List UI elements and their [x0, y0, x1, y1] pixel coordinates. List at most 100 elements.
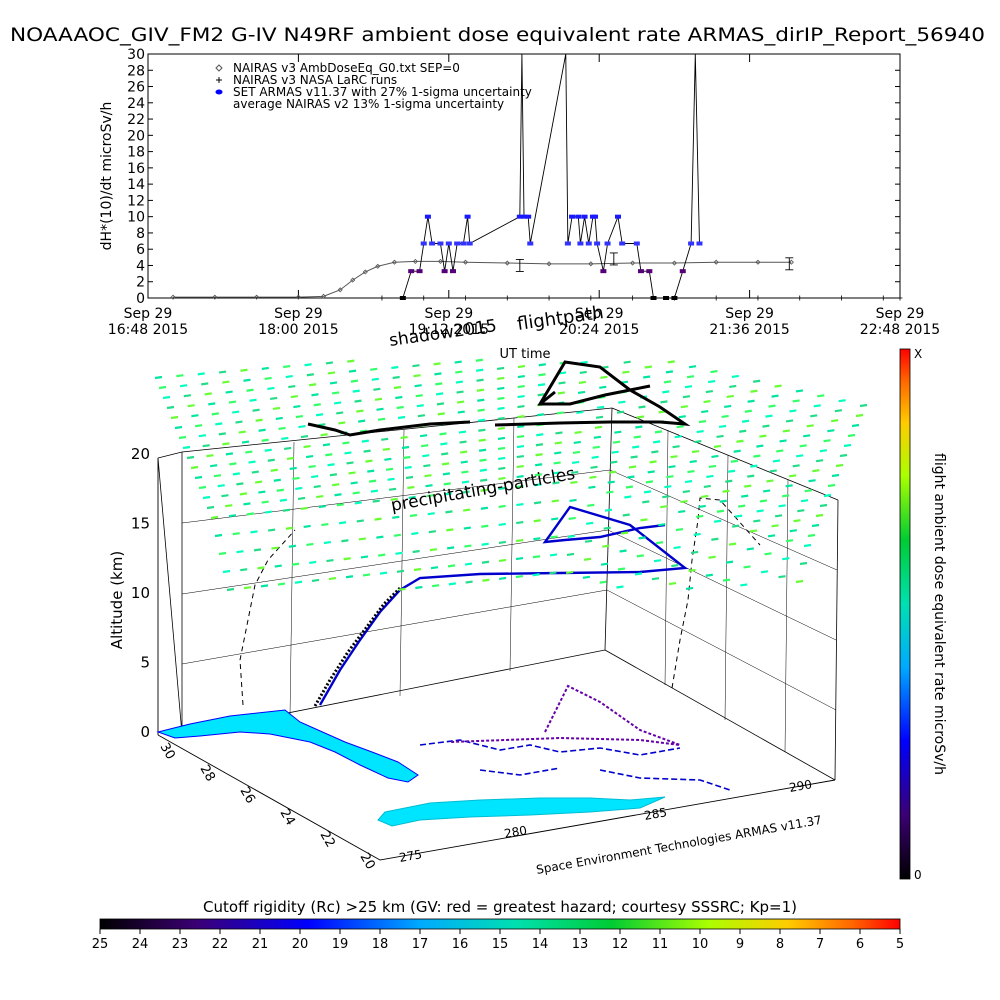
dose-colorbar-gradient	[899, 348, 911, 880]
series-point	[424, 214, 431, 219]
rigidity-dash	[343, 557, 351, 561]
x-tick-label: Sep 29	[876, 306, 925, 322]
rigidity-dash	[596, 405, 605, 409]
rigidity-dash	[835, 463, 844, 468]
longitude-tick-label: 290	[788, 777, 813, 795]
rigidity-dash	[636, 554, 644, 558]
series-point	[546, 261, 552, 267]
rigidity-dash	[630, 455, 638, 459]
series-point	[504, 260, 510, 266]
rigidity-dash	[455, 370, 463, 374]
series-point	[630, 260, 636, 266]
latitude-tick-label: 22	[317, 829, 338, 851]
rigidity-dash	[498, 540, 507, 544]
rigidity-dash	[497, 446, 506, 450]
rigidity-dash	[497, 426, 505, 430]
series-point	[464, 214, 471, 219]
rigidity-dash	[166, 405, 175, 410]
rigidity-dash	[313, 485, 321, 489]
rigidity-dash	[580, 360, 588, 365]
rigidity-dash	[591, 455, 599, 459]
rigidity-dash	[756, 444, 764, 448]
rigidity-dash	[600, 562, 609, 566]
rigidity-dash	[682, 489, 690, 494]
rigidity-dash	[356, 519, 364, 523]
rigidity-dash	[446, 546, 455, 550]
rigidity-dash	[847, 433, 856, 438]
rigidity-dash	[769, 469, 777, 473]
rigidity-dash	[415, 394, 423, 398]
rigidity-dash	[210, 464, 218, 468]
error-bar	[609, 252, 618, 266]
rigidity-dash	[496, 366, 505, 370]
rigidity-dash	[204, 392, 212, 396]
rigidity-dash	[232, 472, 241, 476]
rigidity-dash	[225, 390, 233, 394]
rigidity-dash	[481, 560, 490, 564]
legend-marker	[216, 77, 222, 83]
series-point	[462, 259, 469, 265]
rigidity-dash	[297, 496, 306, 500]
florida-landmass	[156, 709, 419, 783]
rigidity-dash	[815, 459, 824, 463]
rigidity-dash	[315, 413, 324, 417]
rigidity-dash	[774, 384, 782, 388]
rigidity-dash	[859, 403, 868, 408]
rigidity-dash	[497, 456, 506, 460]
plot-frame	[147, 53, 901, 299]
rigidity-dash	[664, 485, 672, 489]
rigidity-dash	[308, 465, 316, 469]
series-point	[679, 269, 686, 274]
rigidity-dash	[274, 564, 282, 568]
rigidity-dash	[703, 484, 711, 488]
rigidity-dash	[534, 483, 542, 487]
rigidity-dash	[249, 398, 257, 402]
rigidity-dash	[457, 410, 465, 414]
rigidity-dash	[608, 470, 617, 474]
y-tick-label: 12	[127, 193, 145, 209]
rigidity-dash	[612, 440, 621, 444]
rigidity-dash	[413, 567, 422, 572]
rigidity-dash	[776, 449, 784, 453]
rigidity-dash	[682, 395, 691, 399]
rigidity-dash	[392, 375, 400, 380]
rigidity-dash	[694, 439, 702, 444]
rigidity-dash	[651, 577, 660, 581]
rigidity-dash	[498, 486, 506, 490]
rigidity-dash	[326, 559, 334, 563]
rigidity-dash	[352, 491, 360, 495]
rigidity-dash	[323, 541, 332, 545]
rigidity-dash	[300, 435, 309, 439]
rigidity-dash	[213, 474, 222, 478]
cutoff-tick-label: 11	[652, 937, 669, 952]
rigidity-dash	[571, 470, 579, 475]
rigidity-dash	[475, 358, 483, 362]
rigidity-dash	[616, 585, 624, 589]
rigidity-dash	[698, 504, 706, 508]
rigidity-dash	[179, 384, 188, 388]
y-tick-label: 28	[127, 63, 145, 79]
dose-colorbar-bottom-label: 0	[914, 868, 922, 882]
rigidity-dash	[379, 571, 388, 575]
rigidity-dash	[759, 434, 767, 438]
rigidity-dash	[395, 395, 403, 400]
x-tick-label: Sep 29	[274, 306, 323, 322]
rigidity-dash	[373, 387, 381, 391]
rigidity-dash	[387, 477, 395, 481]
cutoff-tick-label: 9	[736, 937, 744, 952]
rigidity-dash	[282, 508, 291, 512]
rigidity-dash	[538, 363, 546, 367]
rigidity-dash	[183, 394, 192, 398]
rigidity-dash	[352, 389, 360, 393]
rigidity-dash	[569, 498, 577, 503]
grid-lines	[181, 417, 838, 753]
rigidity-dash	[176, 374, 184, 378]
series-point	[581, 214, 588, 219]
rigidity-dash	[358, 419, 366, 423]
rigidity-dash	[325, 453, 333, 457]
rigidity-dash	[810, 414, 818, 418]
rigidity-dash	[348, 471, 356, 475]
rigidity-dash	[708, 464, 717, 468]
series-point	[449, 269, 456, 274]
series-point	[466, 241, 473, 246]
